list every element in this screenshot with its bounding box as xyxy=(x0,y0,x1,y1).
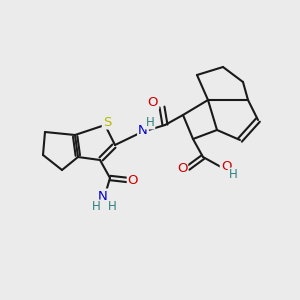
Text: O: O xyxy=(177,161,187,175)
Text: N: N xyxy=(138,124,148,137)
Text: H: H xyxy=(146,116,154,128)
Text: O: O xyxy=(128,173,138,187)
Text: H: H xyxy=(92,200,100,214)
Text: H: H xyxy=(229,169,237,182)
Text: S: S xyxy=(103,116,111,128)
Text: N: N xyxy=(98,190,108,202)
Text: O: O xyxy=(148,95,158,109)
Text: O: O xyxy=(221,160,231,173)
Text: H: H xyxy=(108,200,116,214)
